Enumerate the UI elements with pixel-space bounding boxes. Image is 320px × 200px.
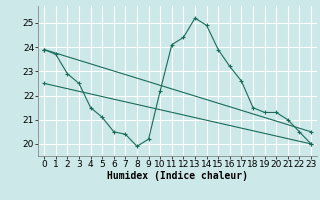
- X-axis label: Humidex (Indice chaleur): Humidex (Indice chaleur): [107, 171, 248, 181]
